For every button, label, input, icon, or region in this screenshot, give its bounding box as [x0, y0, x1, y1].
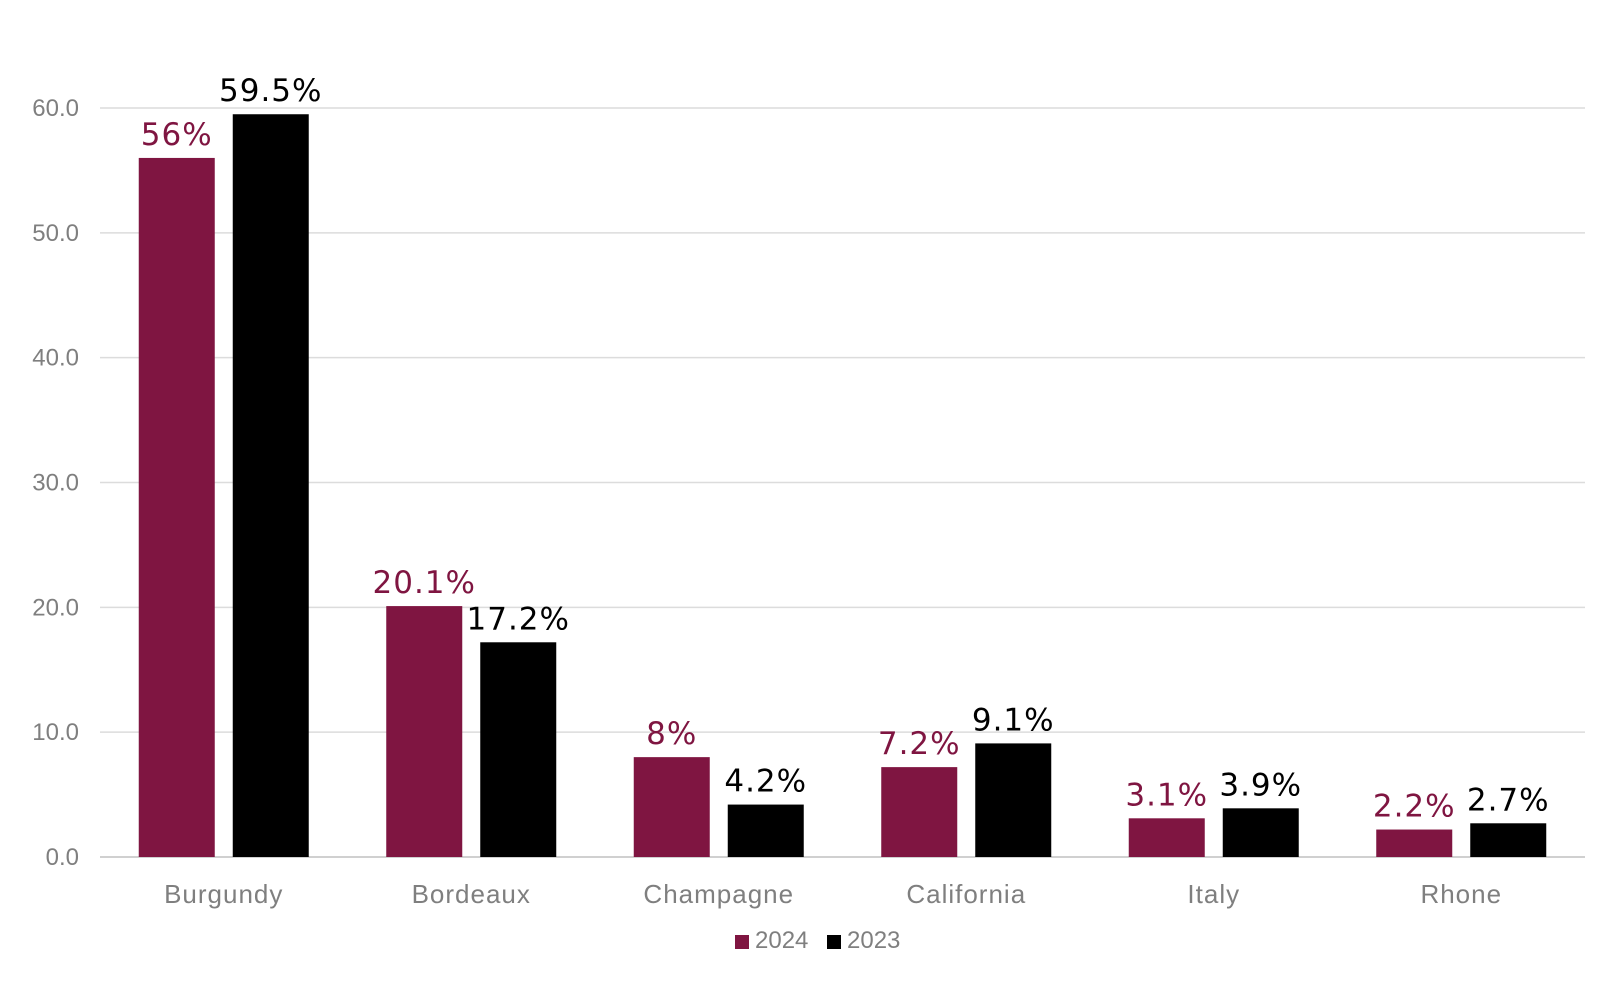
data-label-2024-burgundy: 56%	[141, 117, 213, 153]
bar-2023-italy	[1222, 808, 1299, 857]
data-label-2024-california: 7.2%	[878, 726, 961, 762]
y-tick-label: 20.0	[32, 594, 79, 621]
category-label-rhone: Rhone	[1420, 879, 1502, 909]
legend-label-2024: 2024	[755, 927, 808, 954]
data-labels: 56%59.5% 20.1%17.2% 8% 4.2% 7.2% 9.1% 3.1% 3.9%…	[141, 73, 1550, 825]
y-tick-label: 40.0	[32, 345, 79, 372]
y-tick-label: 30.0	[32, 470, 79, 497]
bar-2023-california	[975, 743, 1052, 857]
y-tick-label: 60.0	[32, 95, 79, 122]
bar-2023-rhone	[1470, 823, 1547, 857]
legend-label-2023: 2023	[847, 927, 900, 954]
category-label-california: California	[906, 879, 1026, 909]
gridlines	[100, 107, 1585, 858]
data-label-2023-bordeaux: 17.2%	[467, 601, 570, 637]
data-label-2023-italy: 3.9%	[1219, 767, 1302, 803]
category-label-bordeaux: Bordeaux	[412, 879, 531, 909]
bar-2023-champagne	[727, 804, 804, 857]
data-label-2024-rhone: 2.2%	[1373, 789, 1456, 825]
bar-2024-burgundy	[138, 157, 215, 857]
bar-2024-rhone	[1376, 829, 1453, 857]
legend-swatch-2024	[735, 935, 749, 949]
data-label-2023-california: 9.1%	[972, 702, 1055, 738]
bar-2023-burgundy	[232, 114, 309, 857]
legend: 2024 2023	[735, 927, 900, 954]
bar-2024-champagne	[633, 757, 710, 857]
category-label-champagne: Champagne	[643, 879, 794, 909]
y-tick-label: 50.0	[32, 220, 79, 247]
data-label-2024-bordeaux: 20.1%	[373, 565, 476, 601]
data-label-2024-italy: 3.1%	[1125, 777, 1208, 813]
y-tick-label: 0.0	[46, 844, 79, 871]
category-label-italy: Italy	[1187, 879, 1240, 909]
bar-2024-italy	[1128, 818, 1205, 857]
bars	[138, 114, 1547, 857]
y-tick-label: 10.0	[32, 719, 79, 746]
x-axis-categories: Burgundy Bordeaux Champagne California Italy…	[164, 879, 1502, 909]
bar-2024-california	[881, 767, 958, 857]
bar-2024-bordeaux	[386, 606, 463, 857]
bar-2023-bordeaux	[480, 642, 557, 857]
y-axis-ticks: 0.0 10.0 20.0 30.0 40.0 50.0 60.0	[32, 95, 79, 871]
data-label-2023-burgundy: 59.5%	[219, 73, 322, 109]
category-label-burgundy: Burgundy	[164, 879, 283, 909]
data-label-2023-champagne: 4.2%	[724, 764, 807, 800]
data-label-2023-rhone: 2.7%	[1467, 782, 1550, 818]
legend-swatch-2023	[827, 935, 841, 949]
data-label-2024-champagne: 8%	[646, 716, 697, 752]
